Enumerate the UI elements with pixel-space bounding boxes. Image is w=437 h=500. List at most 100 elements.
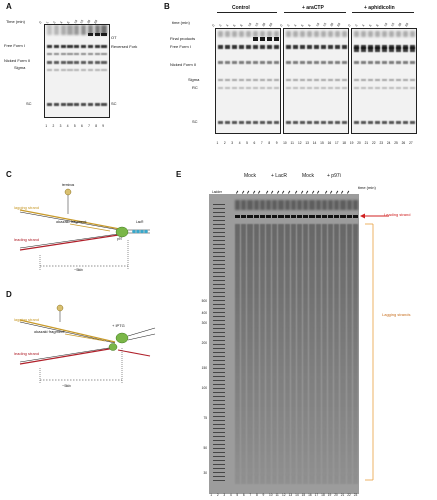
gel-band: [213, 364, 225, 366]
gel-band: [321, 215, 327, 218]
gel-band: [252, 87, 258, 89]
gel-band: [388, 121, 394, 124]
gel-band: [213, 248, 225, 250]
sample-lane-e: [290, 194, 296, 494]
time-tick-b: 0: [347, 23, 352, 27]
gel-band: [213, 328, 225, 330]
gel-band: [303, 200, 309, 210]
gel-band: [360, 121, 366, 124]
gel-band: [273, 31, 279, 37]
time-tick-b: 8: [307, 23, 312, 27]
time-tick-b: 60: [403, 21, 410, 27]
time-tick-b: 6: [300, 23, 305, 27]
gel-band: [224, 79, 230, 81]
gel-band: [101, 69, 107, 71]
gel-band: [266, 215, 272, 218]
lane-a: [87, 25, 93, 117]
lane-number: 16: [308, 493, 312, 497]
gel-band: [213, 280, 225, 282]
gel-band: [395, 121, 401, 124]
gel-band: [213, 396, 225, 398]
gel-band: [53, 45, 59, 48]
lane-b: [409, 29, 415, 133]
gel-band: [402, 61, 408, 64]
gel-band: [266, 45, 272, 49]
gel-band: [285, 31, 291, 37]
group-lacr: + LacR: [271, 173, 287, 179]
size-marker: 50: [203, 446, 207, 450]
gel-band: [395, 87, 401, 89]
gel-band: [247, 215, 253, 218]
gel-band: [81, 69, 87, 71]
lane-b: [388, 29, 394, 133]
gel-band: [252, 45, 258, 49]
gel-band: [273, 37, 279, 41]
sample-lane-e: [321, 194, 327, 494]
gel-band: [238, 31, 244, 37]
time-tick-b: 15: [389, 21, 396, 27]
gel-band: [320, 31, 326, 37]
gel-band: [213, 256, 225, 258]
gel-band: [327, 61, 333, 64]
gel-band: [285, 45, 291, 49]
lane-number: 9: [275, 141, 278, 145]
gel-band: [231, 87, 237, 89]
gel-band: [213, 300, 225, 302]
gel-band: [213, 376, 225, 378]
ladder-lane: [213, 194, 225, 494]
gel-band: [213, 352, 225, 354]
gel-band: [346, 224, 352, 484]
gel-band: [253, 215, 259, 218]
group-mock-1: Mock: [244, 173, 256, 179]
gel-band: [292, 121, 298, 124]
gel-band: [278, 200, 284, 210]
lane-b: [217, 29, 223, 133]
gel-band: [213, 436, 225, 438]
group-underline-aractp: [284, 12, 346, 13]
lane-b: [238, 29, 244, 133]
gel-band: [235, 200, 241, 210]
panel-a-time-label: Time (min): [6, 19, 25, 24]
gel-band: [87, 69, 93, 71]
gel-band: [395, 31, 401, 37]
gel-band: [224, 121, 230, 124]
label-sc-b: SC: [192, 119, 198, 124]
time-tick-b: 8: [375, 23, 380, 27]
gel-band: [320, 61, 326, 64]
gel-band: [374, 61, 380, 64]
sample-lane-e: [346, 194, 352, 494]
lane-number: 6: [80, 124, 83, 128]
gel-band: [67, 45, 73, 48]
gel-band: [367, 87, 373, 89]
gel-band: [74, 45, 80, 48]
lane-number: 2: [223, 141, 226, 145]
gel-band: [101, 103, 107, 106]
gel-band: [74, 25, 80, 35]
label-terminus-c: terminus: [62, 183, 75, 187]
gel-band: [213, 460, 225, 462]
gel-band: [213, 304, 225, 306]
gel-band: [306, 79, 312, 81]
gel-band: [367, 79, 373, 81]
gel-band: [238, 79, 244, 81]
gel-band: [213, 336, 225, 338]
gel-band: [217, 121, 223, 124]
lane-number: 7: [260, 141, 263, 145]
gel-band: [247, 200, 253, 210]
gel-band: [292, 31, 298, 37]
gel-band: [334, 215, 340, 218]
gel-band: [315, 224, 321, 484]
time-tick-b: 15: [253, 21, 260, 27]
lane-b: [313, 29, 319, 133]
gel-band: [94, 69, 100, 71]
gel-band: [213, 260, 225, 262]
lane-number: 26: [401, 141, 406, 145]
label-lagging-strands-e: Lagging strands: [382, 312, 411, 317]
gel-band: [213, 420, 225, 422]
gel-band: [315, 215, 321, 218]
gel-band: [259, 121, 265, 124]
gel-band: [101, 53, 107, 55]
gel-band: [213, 316, 225, 318]
gel-band: [94, 33, 100, 36]
